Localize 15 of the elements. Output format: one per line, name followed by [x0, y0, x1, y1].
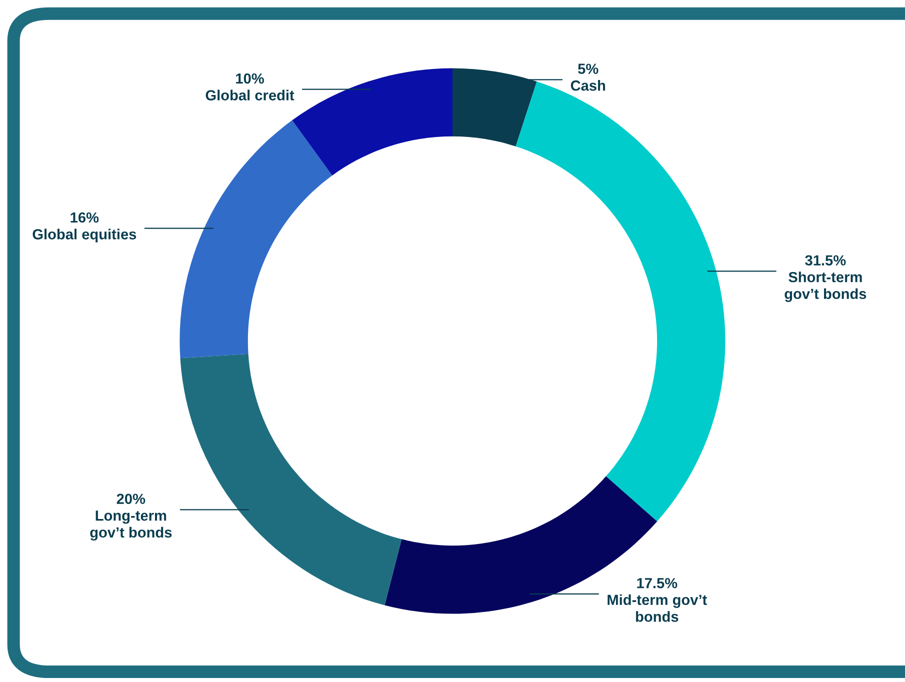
data-label: 16%: [70, 212, 99, 223]
donut-slice: [516, 82, 726, 522]
slice-label: Cash: [570, 80, 606, 91]
data-label: 17.5%: [637, 578, 678, 588]
data-label: 31.5%: [805, 255, 846, 266]
slice-label: Global credit: [206, 90, 294, 100]
donut-slice: [180, 354, 402, 606]
slice-label: Mid-term gov’t bonds: [608, 594, 707, 622]
data-label: 5%: [578, 64, 598, 74]
donut-slice: [180, 120, 332, 358]
slice-label: Short-term gov’t bonds: [784, 272, 866, 302]
slice-label: Global equities: [32, 228, 136, 242]
data-label: 20%: [116, 494, 146, 504]
data-label: 10%: [236, 73, 264, 84]
slice-label: Long-term gov’t bonds: [90, 510, 172, 541]
